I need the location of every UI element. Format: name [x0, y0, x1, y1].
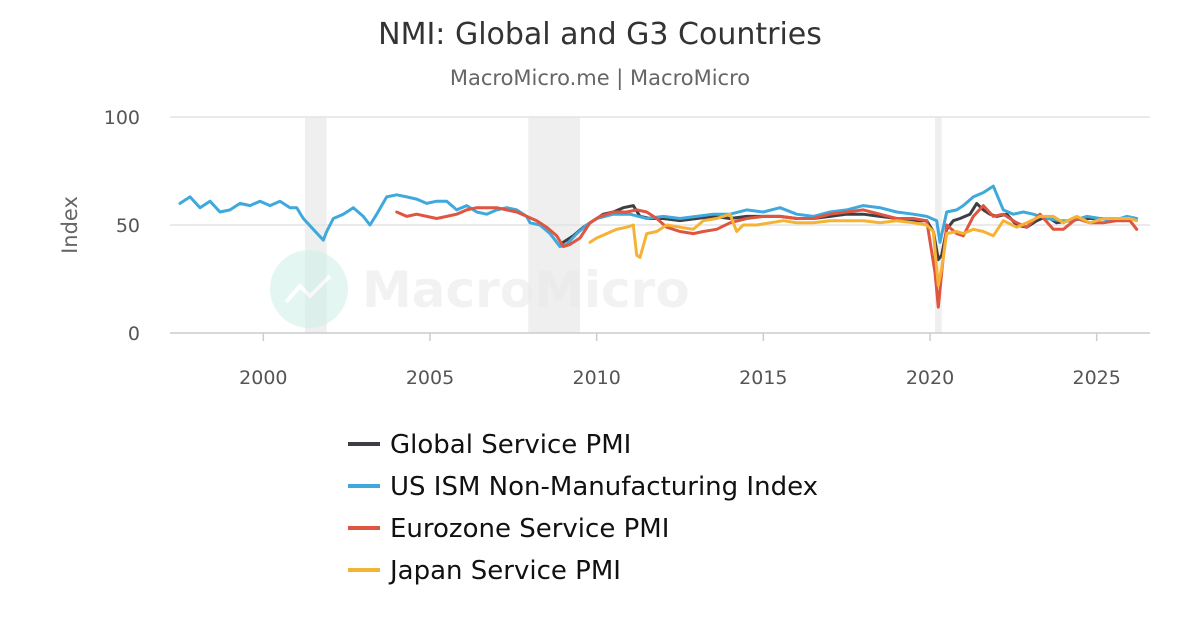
y-axis-ticks: 0 50 100 — [104, 107, 140, 345]
y-tick-label-100: 100 — [104, 107, 140, 129]
y-tick-label-0: 0 — [128, 323, 140, 345]
x-tick-label-2005: 2005 — [406, 367, 454, 389]
watermark-logo-chart-icon — [284, 274, 332, 304]
x-tick-label-2010: 2010 — [572, 367, 620, 389]
legend-label-1: US ISM Non-Manufacturing Index — [390, 472, 818, 502]
series-lines — [178, 184, 1139, 309]
x-tick-label-2020: 2020 — [906, 367, 954, 389]
x-tick-label-2000: 2000 — [239, 367, 287, 389]
series-line-2 — [395, 204, 1139, 309]
y-axis-label: Index — [58, 196, 82, 254]
grid-lines — [170, 116, 1150, 334]
legend-label-2: Eurozone Service PMI — [390, 514, 669, 544]
chart-title: NMI: Global and G3 Countries — [378, 17, 822, 52]
series-line-3 — [588, 212, 1139, 287]
legend-label-3: Japan Service PMI — [388, 556, 621, 586]
legend: Global Service PMI US ISM Non-Manufacturi… — [348, 430, 818, 586]
chart-subtitle: MacroMicro.me | MacroMicro — [450, 66, 750, 91]
legend-label-0: Global Service PMI — [390, 430, 631, 460]
x-tick-label-2025: 2025 — [1072, 367, 1120, 389]
x-tick-label-2015: 2015 — [739, 367, 787, 389]
x-axis-ticks: 2000 2005 2010 2015 2020 2025 — [239, 333, 1121, 389]
series-line-1 — [178, 184, 1139, 249]
watermark-text: MacroMicro — [362, 261, 690, 319]
watermark-logo-icon — [270, 250, 348, 328]
y-tick-label-50: 50 — [116, 215, 140, 237]
watermark: MacroMicro — [270, 250, 690, 328]
